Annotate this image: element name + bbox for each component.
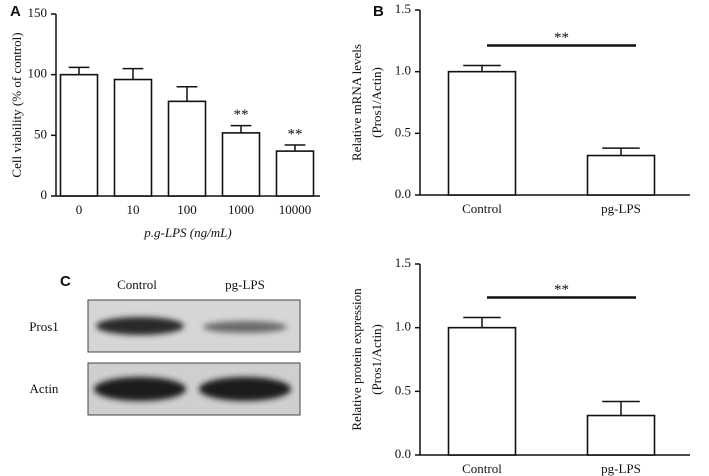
y-tick-label: 150 — [28, 5, 48, 20]
x-tick-label: 10 — [127, 202, 140, 217]
bar — [586, 414, 656, 456]
significance-label: ** — [234, 107, 249, 123]
y-axis-label: (Pros1/Actin) — [369, 67, 384, 138]
y-tick-label: 0.5 — [395, 382, 411, 397]
y-axis-label: Cell viability (% of control) — [9, 32, 24, 177]
y-axis-label: (Pros1/Actin) — [369, 324, 384, 395]
x-tick-label: 0 — [76, 202, 83, 217]
y-tick-label: 0.5 — [395, 124, 411, 139]
panel-label: B — [373, 3, 384, 20]
x-tick-label: pg-LPS — [601, 201, 641, 216]
y-tick-label: 1.5 — [395, 1, 411, 16]
x-tick-label: 100 — [177, 202, 197, 217]
x-tick-label: 1000 — [228, 202, 254, 217]
y-tick-label: 1.5 — [395, 255, 411, 270]
x-tick-label: pg-LPS — [601, 461, 641, 476]
blot-image — [87, 299, 301, 416]
panel-label: A — [10, 3, 21, 20]
row-label: Actin — [30, 381, 59, 396]
x-tick-label: Control — [462, 461, 502, 476]
bar — [447, 326, 517, 456]
y-tick-label: 50 — [34, 126, 47, 141]
bar — [586, 154, 656, 196]
y-tick-label: 0.0 — [395, 186, 411, 201]
row-label: Pros1 — [29, 319, 59, 334]
lane-label: Control — [117, 277, 157, 292]
significance-label: ** — [288, 126, 303, 142]
significance-label: ** — [554, 282, 569, 298]
y-tick-label: 0 — [41, 187, 48, 202]
x-tick-label: 10000 — [279, 202, 312, 217]
y-axis-label: Relative protein expression — [349, 288, 364, 431]
x-axis-label: p.g-LPS (ng/mL) — [143, 225, 231, 240]
panel-label: C — [60, 273, 71, 290]
bar — [447, 70, 517, 196]
y-tick-label: 0.0 — [395, 446, 411, 461]
bar — [113, 78, 153, 197]
bar — [167, 100, 207, 197]
y-axis-label: Relative mRNA levels — [349, 44, 364, 161]
y-tick-label: 1.0 — [395, 63, 411, 78]
lane-label: pg-LPS — [225, 277, 265, 292]
x-tick-label: Control — [462, 201, 502, 216]
bar — [59, 73, 99, 197]
y-tick-label: 1.0 — [395, 319, 411, 334]
bar — [221, 132, 261, 197]
y-tick-label: 100 — [28, 66, 48, 81]
significance-label: ** — [554, 30, 569, 46]
bar — [275, 150, 315, 197]
